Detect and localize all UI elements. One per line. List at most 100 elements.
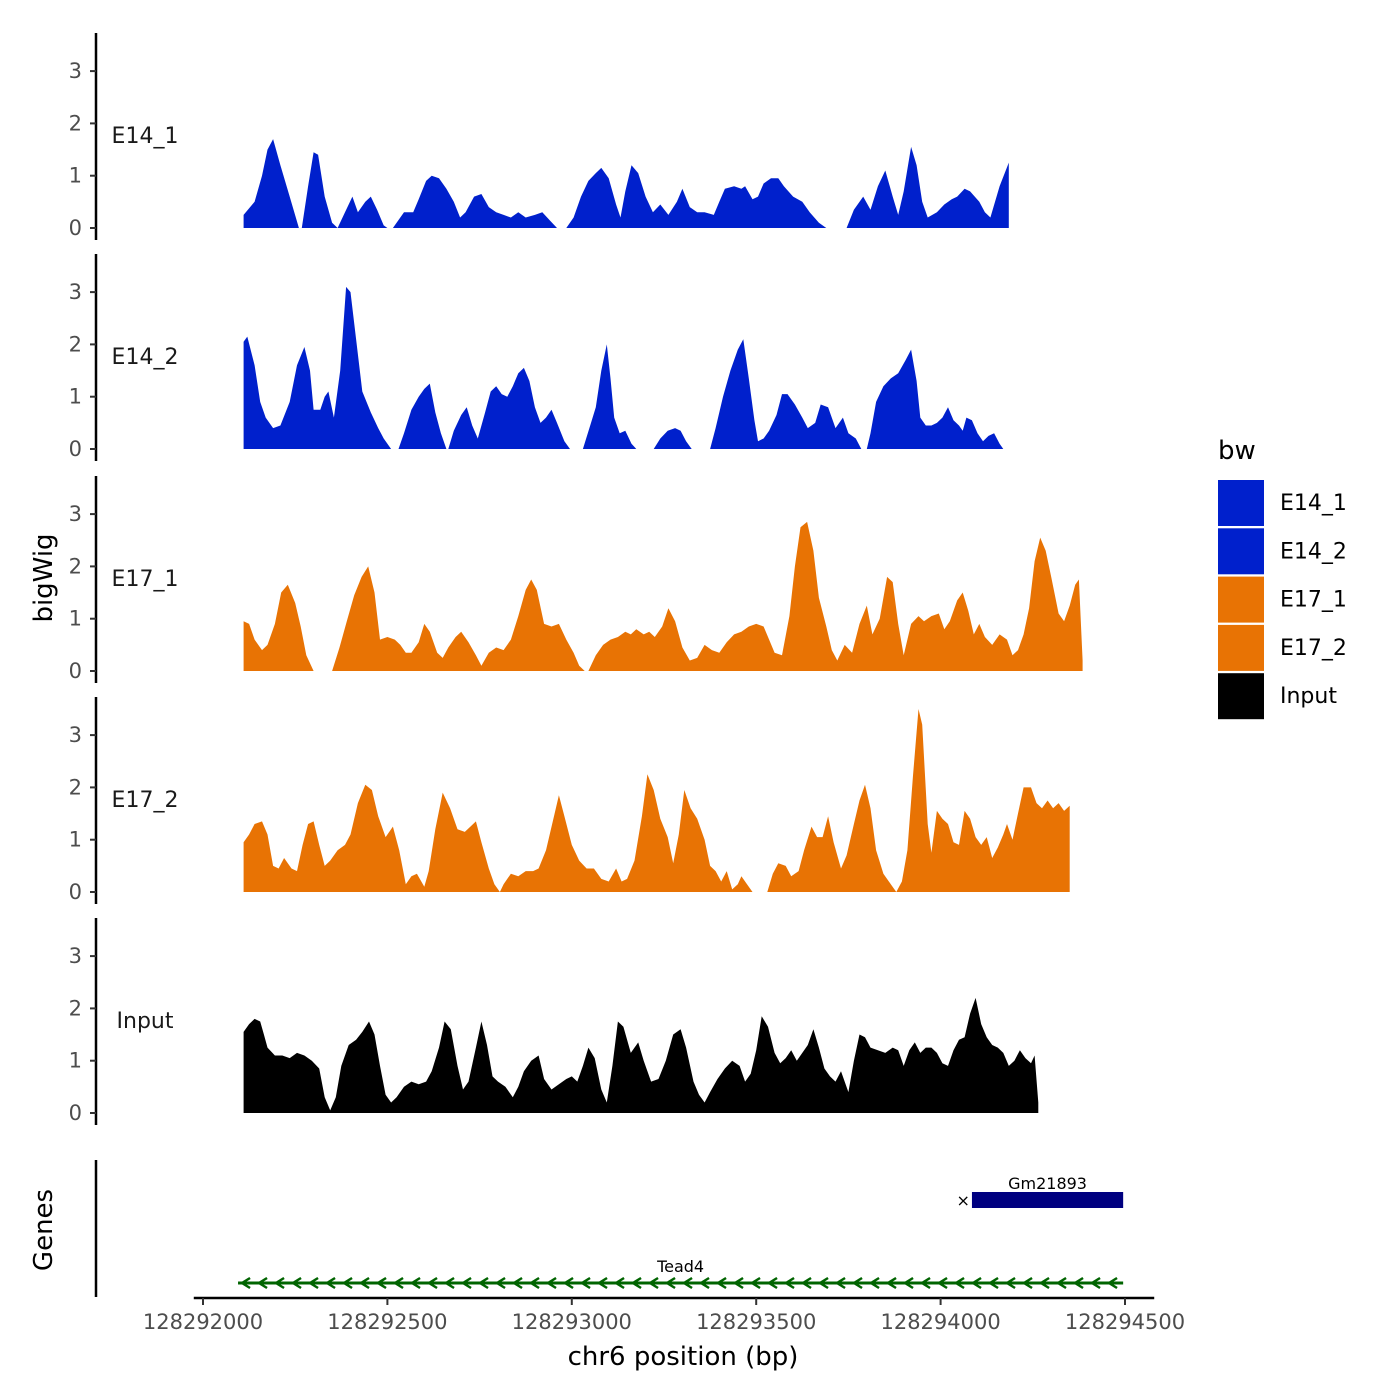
gene-strand-arrow <box>732 1276 744 1290</box>
legend-label: E14_2 <box>1280 539 1347 564</box>
gene-strand-arrow <box>800 1276 812 1290</box>
gene-strand-arrow <box>953 1276 965 1290</box>
legend-key-E14_1 <box>1218 480 1264 526</box>
gene-strand-arrow <box>1072 1276 1084 1290</box>
y-tick-label: 1 <box>69 828 82 852</box>
track-label: E17_1 <box>112 567 179 592</box>
gene-strand-arrow <box>868 1276 880 1290</box>
gene-strand-arrow <box>528 1276 540 1290</box>
gene-strand-arrow <box>970 1276 982 1290</box>
track-label: Input <box>117 1009 174 1034</box>
y-tick-label: 0 <box>69 1101 82 1125</box>
gene-strand-arrow <box>647 1276 659 1290</box>
gene-strand-arrow <box>545 1276 557 1290</box>
y-tick-label: 1 <box>69 607 82 631</box>
x-tick-label: 128292000 <box>143 1310 263 1334</box>
gene-strand-arrow <box>579 1276 591 1290</box>
x-tick-label: 128293000 <box>512 1310 632 1334</box>
gene-strand-arrow <box>443 1276 455 1290</box>
gene-strand-arrow <box>766 1276 778 1290</box>
track-E17_2: 0 1 2 3 E17_2 <box>69 697 1070 904</box>
track-E14_1: 0 1 2 3 E14_1 <box>69 33 1009 240</box>
y-tick-label: 3 <box>69 280 82 304</box>
gene-strand-arrow <box>239 1276 251 1290</box>
gene-strand-arrow <box>409 1276 421 1290</box>
gene-strand-arrow <box>1004 1276 1016 1290</box>
legend: bw E14_1 E14_2 E17_1 E17_2 Input <box>1218 436 1347 720</box>
coverage-tracks: 0 1 2 3 E14_1 0 1 2 3 E14_2 0 1 2 3 E17_1 0 1 2 3 E17_2 0 1 2 3… <box>69 33 1083 1125</box>
gene-strand-arrow <box>477 1276 489 1290</box>
legend-label: E17_1 <box>1280 588 1347 613</box>
gene-strand-mark: × <box>957 1191 970 1210</box>
gene-strand-arrow <box>885 1276 897 1290</box>
gene-strand-arrow <box>562 1276 574 1290</box>
gene-strand-arrow <box>494 1276 506 1290</box>
gene-strand-arrow <box>1021 1276 1033 1290</box>
y-tick-label: 3 <box>69 944 82 968</box>
gene-strand-arrow <box>613 1276 625 1290</box>
track-label: E14_2 <box>112 345 179 370</box>
gene-strand-arrow <box>1038 1276 1050 1290</box>
y-tick-label: 0 <box>69 216 82 240</box>
gene-strand-arrow <box>358 1276 370 1290</box>
gene-strand-arrow <box>834 1276 846 1290</box>
gene-strand-arrow <box>426 1276 438 1290</box>
genes-track: × Gm21893 Tead4 <box>94 1160 1124 1297</box>
gene-strand-arrow <box>375 1276 387 1290</box>
gene-strand-arrow <box>902 1276 914 1290</box>
genes-axis-title: Genes <box>29 1189 59 1271</box>
gene-label: Gm21893 <box>1008 1174 1087 1193</box>
gene-strand-arrow <box>511 1276 523 1290</box>
coverage-area-E17_1 <box>243 521 1083 671</box>
gene-strand-arrow <box>307 1276 319 1290</box>
y-tick-label: 0 <box>69 880 82 904</box>
gene-strand-arrow <box>681 1276 693 1290</box>
x-tick-label: 128294000 <box>880 1310 1000 1334</box>
legend-key-E14_2 <box>1218 528 1264 575</box>
coverage-area-E14_2 <box>243 286 1004 449</box>
gene-strand-arrow <box>273 1276 285 1290</box>
legend-key-E17_1 <box>1218 576 1264 623</box>
gene-Tead4: Tead4 <box>238 1257 1124 1290</box>
track-label: E17_2 <box>112 788 179 813</box>
coverage-area-Input <box>243 997 1039 1113</box>
y-tick-label: 1 <box>69 1049 82 1073</box>
legend-label: E17_2 <box>1280 636 1347 661</box>
track-label: E14_1 <box>112 124 179 149</box>
legend-label: Input <box>1280 684 1337 709</box>
gene-strand-arrow <box>851 1276 863 1290</box>
gene-strand-arrow <box>1055 1276 1067 1290</box>
y-axis-title: bigWig <box>29 533 59 622</box>
y-tick-label: 2 <box>69 111 82 135</box>
y-tick-label: 2 <box>69 996 82 1020</box>
y-tick-label: 2 <box>69 332 82 356</box>
gene-strand-arrow <box>715 1276 727 1290</box>
legend-label: E14_1 <box>1280 491 1347 516</box>
gene-strand-arrow <box>341 1276 353 1290</box>
gene-strand-arrow <box>392 1276 404 1290</box>
legend-key-E17_2 <box>1218 624 1264 671</box>
y-tick-label: 2 <box>69 775 82 799</box>
x-axis-title: chr6 position (bp) <box>568 1342 799 1372</box>
gene-strand-arrow <box>596 1276 608 1290</box>
gene-strand-arrow <box>256 1276 268 1290</box>
x-tick-label: 128294500 <box>1065 1310 1185 1334</box>
legend-key-Input <box>1218 673 1264 720</box>
gene-strand-arrow <box>936 1276 948 1290</box>
coverage-area-E17_2 <box>243 709 1070 892</box>
y-tick-label: 2 <box>69 554 82 578</box>
coverage-area-E14_1 <box>243 139 1009 228</box>
x-axis: 128292000 128292500 128293000 128293500 1282… <box>143 1296 1185 1334</box>
gene-strand-arrow <box>749 1276 761 1290</box>
y-tick-label: 3 <box>69 502 82 526</box>
legend-title: bw <box>1218 436 1256 466</box>
gene-label: Tead4 <box>656 1257 704 1276</box>
x-tick-label: 128293500 <box>696 1310 816 1334</box>
gene-exon <box>971 1192 1124 1208</box>
gene-strand-arrow <box>290 1276 302 1290</box>
track-Input: 0 1 2 3 Input <box>69 918 1039 1125</box>
gene-strand-arrow <box>1106 1276 1118 1290</box>
y-tick-label: 3 <box>69 59 82 83</box>
track-E17_1: 0 1 2 3 E17_1 <box>69 476 1083 683</box>
